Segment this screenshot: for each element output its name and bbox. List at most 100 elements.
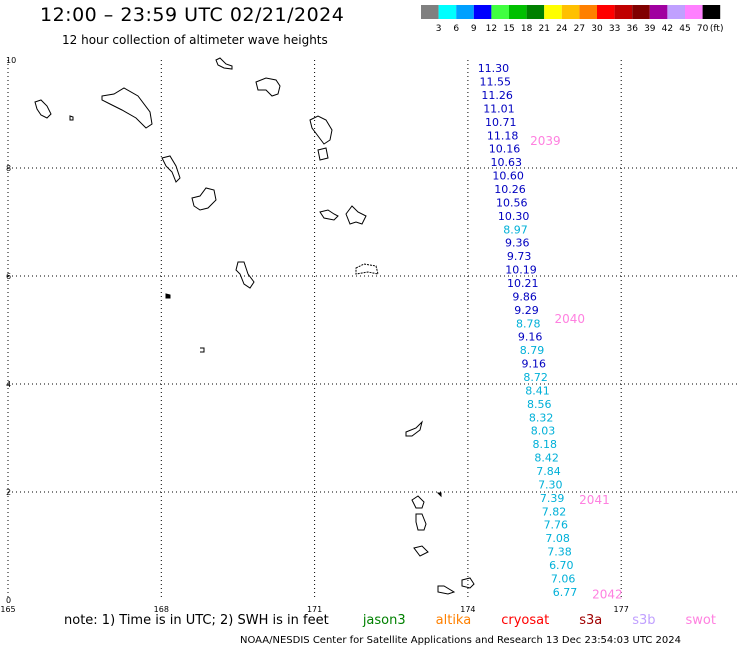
wave-height-label: 7.84 bbox=[536, 465, 561, 478]
island-outline bbox=[101, 87, 153, 129]
colorbar-swatch bbox=[597, 5, 615, 19]
colorbar-swatch bbox=[632, 5, 650, 19]
colorbar-swatch bbox=[685, 5, 703, 19]
colorbar-label: 9 bbox=[471, 24, 477, 34]
x-tick-label: 171 bbox=[307, 605, 322, 614]
x-tick-label: 168 bbox=[154, 605, 169, 614]
wave-height-label: 7.76 bbox=[544, 519, 569, 532]
colorbar-swatch bbox=[544, 5, 562, 19]
notes-text: note: 1) Time is in UTC; 2) SWH is in fe… bbox=[64, 613, 329, 628]
island-outline bbox=[235, 261, 255, 289]
wave-height-label: 10.19 bbox=[505, 264, 537, 277]
satellite-name: altika bbox=[435, 613, 472, 628]
colorbar-label: 6 bbox=[453, 24, 459, 34]
colorbar-label: 18 bbox=[521, 24, 533, 34]
wave-height-label: 8.72 bbox=[523, 371, 548, 384]
island-outline bbox=[161, 155, 181, 183]
island-outline bbox=[319, 209, 339, 221]
colorbar-label: 42 bbox=[662, 24, 673, 34]
wave-height-label: 9.73 bbox=[507, 250, 532, 263]
island-outline bbox=[436, 492, 442, 498]
colorbar-swatch bbox=[473, 5, 492, 19]
colorbar-swatch bbox=[614, 5, 633, 19]
island-outline bbox=[200, 347, 205, 353]
colorbar-label: 33 bbox=[609, 24, 620, 34]
colorbar-swatch bbox=[649, 5, 668, 19]
notes-legend: note: 1) Time is in UTC; 2) SWH is in fe… bbox=[64, 613, 716, 628]
y-tick-label: 2 bbox=[6, 488, 11, 497]
wave-height-label: 10.16 bbox=[489, 143, 521, 156]
island-outline bbox=[309, 115, 333, 145]
colorbar-label: 12 bbox=[486, 24, 497, 34]
colorbar-label: 21 bbox=[538, 24, 549, 34]
x-tick-label: 174 bbox=[460, 605, 475, 614]
colorbar-label: 45 bbox=[679, 24, 690, 34]
wave-height-label: 6.77 bbox=[553, 586, 578, 599]
wave-height-label: 10.21 bbox=[507, 277, 539, 290]
satellite-name: s3a bbox=[579, 613, 603, 628]
colorbar-label: 27 bbox=[574, 24, 585, 34]
colorbar-label: 39 bbox=[644, 24, 656, 34]
island-outline bbox=[411, 495, 425, 509]
wave-height-label: 8.32 bbox=[529, 411, 554, 424]
wave-height-label: 10.63 bbox=[491, 156, 523, 169]
wave-height-label: 7.06 bbox=[551, 572, 576, 585]
colorbar-unit: (ft) bbox=[710, 24, 724, 34]
wave-height-label: 6.70 bbox=[549, 559, 574, 572]
satellite-name: jason3 bbox=[362, 613, 406, 628]
island-outline bbox=[69, 115, 74, 121]
wave-height-label: 11.26 bbox=[481, 89, 513, 102]
wave-height-label: 11.18 bbox=[487, 129, 519, 142]
island-outlines bbox=[34, 57, 475, 595]
colorbar-swatch bbox=[438, 5, 457, 19]
colorbar-swatch bbox=[526, 5, 545, 19]
colorbar-swatch bbox=[579, 5, 597, 19]
colorbar-label: 30 bbox=[591, 24, 603, 34]
wave-height-label: 8.03 bbox=[531, 425, 556, 438]
wave-height-label: 7.38 bbox=[547, 546, 572, 559]
island-outline bbox=[191, 187, 217, 211]
colorbar-swatch bbox=[509, 5, 527, 19]
colorbar-swatch bbox=[702, 5, 721, 19]
wave-height-label: 8.78 bbox=[516, 317, 541, 330]
wave-height-label: 11.01 bbox=[483, 102, 515, 115]
satellite-name: s3b bbox=[632, 613, 656, 628]
y-tick-label: 0 bbox=[6, 596, 11, 605]
altimeter-track: 11.3011.5511.2611.0110.7111.1810.1610.63… bbox=[478, 62, 623, 602]
pass-time-label: 2042 bbox=[592, 588, 623, 602]
wave-height-label: 9.86 bbox=[512, 290, 537, 303]
wave-height-label: 7.08 bbox=[545, 532, 570, 545]
colorbar-label: 3 bbox=[436, 24, 442, 34]
wave-height-label: 7.30 bbox=[538, 478, 563, 491]
colorbar-swatch bbox=[456, 5, 474, 19]
satellite-name: cryosat bbox=[501, 613, 550, 628]
wave-height-label: 9.16 bbox=[522, 358, 547, 371]
island-outline bbox=[415, 513, 427, 531]
wave-height-label: 10.30 bbox=[498, 210, 530, 223]
wave-height-label: 11.55 bbox=[480, 76, 512, 89]
island-outline bbox=[317, 147, 329, 161]
island-outline bbox=[255, 77, 281, 97]
wave-height-label: 10.26 bbox=[494, 183, 526, 196]
island-outline bbox=[345, 205, 367, 225]
island-outline bbox=[413, 545, 429, 557]
colorbar-label: 15 bbox=[503, 24, 514, 34]
pass-time-label: 2041 bbox=[579, 493, 610, 507]
island-outline bbox=[355, 263, 379, 275]
wave-height-label: 8.18 bbox=[533, 438, 558, 451]
wave-height-label: 8.97 bbox=[503, 223, 528, 236]
satellite-name: swot bbox=[685, 613, 716, 628]
colorbar-swatch bbox=[491, 5, 509, 19]
island-outline bbox=[215, 57, 233, 70]
island-outline bbox=[405, 420, 423, 437]
credit-line: NOAA/NESDIS Center for Satellite Applica… bbox=[240, 635, 682, 646]
island-outline bbox=[461, 577, 475, 589]
wave-height-label: 8.41 bbox=[525, 384, 550, 397]
wave-height-label: 9.36 bbox=[505, 237, 530, 250]
colorbar-label: 70 bbox=[697, 24, 709, 34]
map-title: 12:00 – 23:59 UTC 02/21/2024 bbox=[40, 4, 345, 26]
colorbar-swatch bbox=[561, 5, 580, 19]
wave-height-label: 7.82 bbox=[542, 505, 567, 518]
island-outline bbox=[437, 585, 456, 595]
satellite-legend: jason3 altika cryosat s3a s3b swot bbox=[333, 613, 716, 628]
